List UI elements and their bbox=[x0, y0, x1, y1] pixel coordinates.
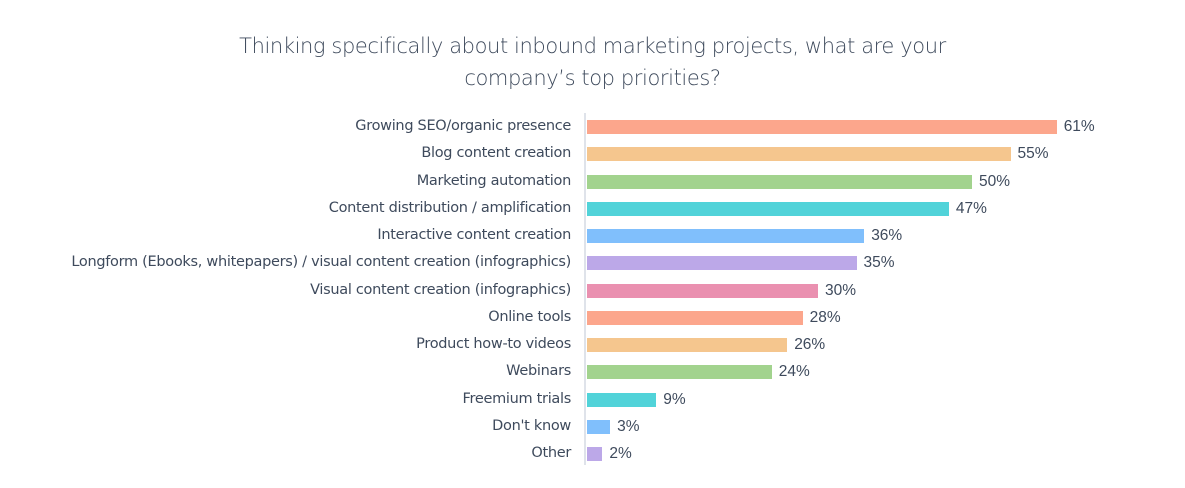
category-label: Interactive content creation bbox=[377, 227, 571, 243]
bar bbox=[587, 365, 772, 380]
bar bbox=[587, 174, 972, 189]
bar bbox=[587, 229, 865, 243]
value-label: 28% bbox=[809, 308, 841, 326]
category-label: Other bbox=[531, 445, 571, 461]
value-label: 50% bbox=[979, 172, 1011, 190]
chart-title-line-2: company’s top priorities? bbox=[464, 66, 721, 90]
bar bbox=[587, 447, 603, 461]
value-label: 47% bbox=[955, 199, 987, 217]
bar bbox=[587, 419, 611, 434]
chart-title: Thinking specifically about inbound mark… bbox=[0, 30, 1185, 94]
value-label: 26% bbox=[794, 336, 826, 353]
category-label: Visual content creation (infographics) bbox=[310, 281, 571, 298]
category-label: Product how-to videos bbox=[416, 336, 571, 352]
value-label: 9% bbox=[663, 390, 686, 408]
category-label: Webinars bbox=[506, 363, 571, 380]
bar-row: Visual content creation (infographics) 30… bbox=[0, 278, 1185, 305]
category-label: Blog content creation bbox=[421, 145, 571, 162]
bar-row: Webinars 24% bbox=[0, 359, 1185, 386]
value-label: 30% bbox=[825, 281, 857, 299]
bar bbox=[587, 120, 1057, 134]
value-label: 2% bbox=[609, 445, 632, 462]
category-label: Growing SEO/organic presence bbox=[355, 118, 571, 134]
bar bbox=[587, 147, 1011, 162]
category-label: Don't know bbox=[492, 417, 571, 434]
category-label: Online tools bbox=[488, 308, 571, 325]
bar-row: Online tools 28% bbox=[0, 305, 1185, 332]
bar-row: Marketing automation 50% bbox=[0, 169, 1185, 196]
bar-row: Content distribution / amplification 47% bbox=[0, 196, 1185, 223]
category-label: Freemium trials bbox=[462, 390, 572, 407]
value-label: 36% bbox=[871, 227, 903, 244]
category-label: Marketing automation bbox=[416, 172, 572, 189]
value-label: 55% bbox=[1017, 145, 1049, 163]
value-label: 24% bbox=[778, 363, 810, 381]
bar bbox=[587, 201, 949, 216]
category-label: Content distribution / amplification bbox=[328, 199, 572, 216]
bar bbox=[587, 392, 657, 407]
bar-row: Freemium trials 9% bbox=[0, 387, 1185, 414]
chart-title-line-1: Thinking specifically about inbound mark… bbox=[239, 34, 946, 58]
bar bbox=[587, 256, 857, 271]
bar bbox=[587, 310, 803, 325]
bar-row: Other 2% bbox=[0, 441, 1185, 468]
bar-row: Blog content creation 55% bbox=[0, 141, 1185, 168]
value-label: 35% bbox=[863, 254, 895, 272]
bar-row: Interactive content creation 36% bbox=[0, 223, 1185, 250]
bar-row: Product how-to videos 26% bbox=[0, 332, 1185, 359]
bar-row: Don't know 3% bbox=[0, 414, 1185, 441]
bar bbox=[587, 338, 788, 352]
bar-row: Growing SEO/organic presence 61% bbox=[0, 114, 1185, 141]
bar bbox=[587, 283, 818, 298]
value-label: 3% bbox=[617, 417, 640, 435]
value-label: 61% bbox=[1063, 118, 1095, 135]
bar-row: Longform (Ebooks, whitepapers) / visual … bbox=[0, 250, 1185, 277]
category-label: Longform (Ebooks, whitepapers) / visual … bbox=[71, 254, 571, 271]
y-axis-line bbox=[584, 113, 586, 465]
